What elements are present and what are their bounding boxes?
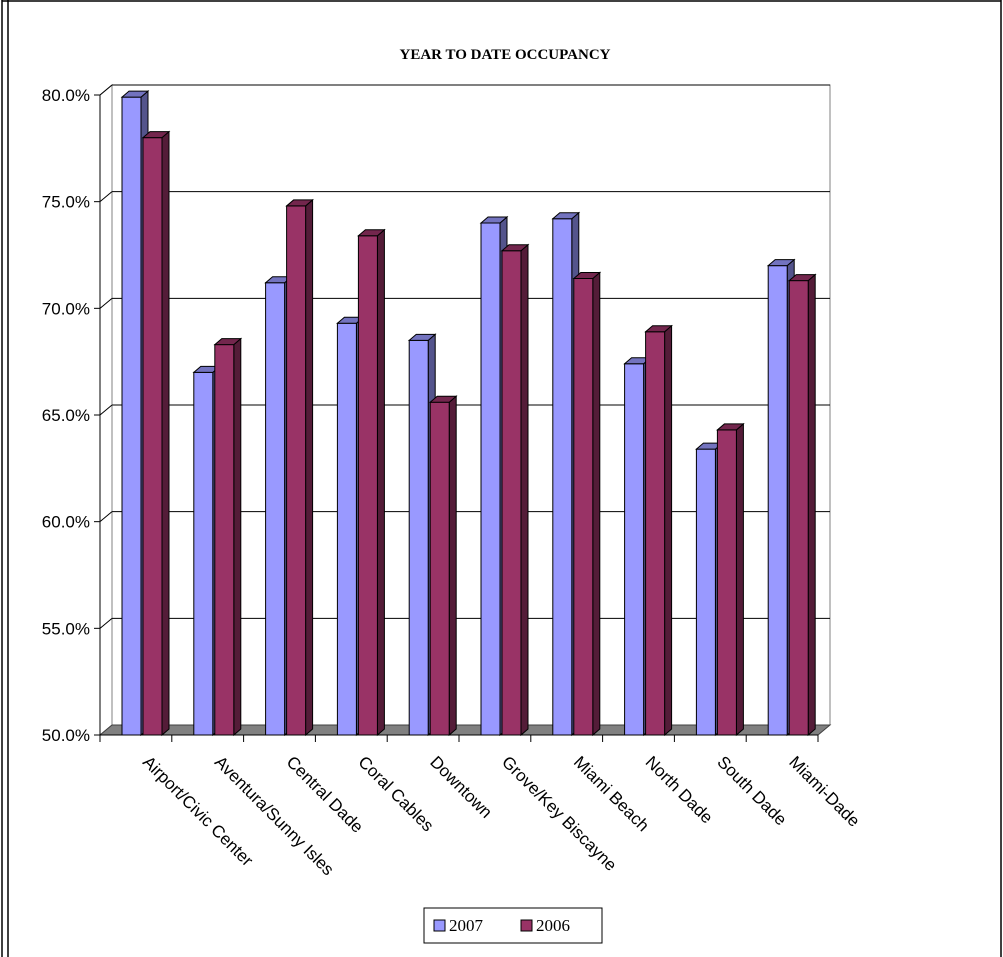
gridline-side (99, 297, 113, 309)
y-tick-label: 55.0% (42, 619, 90, 638)
bar-face (624, 363, 645, 736)
bar-top (120, 90, 150, 98)
legend-label-2007: 2007 (449, 916, 484, 935)
x-tick-label: Aventura/Sunny Isles (211, 752, 338, 879)
gridline-side (99, 617, 113, 629)
plot-area: 50.0%55.0%60.0%65.0%70.0%75.0%80.0%Airpo… (42, 83, 864, 879)
bar-top (787, 274, 817, 282)
bar-2006-7 (572, 271, 602, 737)
bar-face (767, 265, 788, 736)
bar-top (766, 259, 796, 267)
bar-top (428, 395, 458, 403)
bar-face (716, 429, 737, 736)
bar-top (357, 229, 386, 237)
bar-top (213, 338, 243, 346)
bar-side (448, 395, 457, 737)
gridline-side (99, 191, 113, 203)
x-tick-label: North Dade (642, 752, 717, 827)
bar-face (121, 96, 142, 736)
bar-top (644, 325, 673, 333)
bar-face (265, 282, 286, 736)
bar-face (408, 339, 429, 736)
bar-face (573, 277, 594, 736)
bar-top (716, 423, 745, 431)
bar-side (161, 130, 170, 737)
bar-side (233, 337, 242, 737)
y-tick-label: 80.0% (42, 86, 90, 105)
legend-box (423, 907, 603, 944)
legend-swatch-2006 (520, 919, 533, 932)
y-tick-label: 70.0% (42, 299, 90, 318)
bar-face (552, 218, 573, 736)
bar-2006-8 (644, 324, 673, 737)
bar-side (520, 243, 529, 737)
bar-face (357, 235, 378, 736)
legend: 2007 2006 (423, 907, 603, 944)
bar-2006-5 (428, 395, 458, 737)
bar-2006-10 (787, 273, 817, 737)
bar-face (142, 137, 163, 736)
bar-face (788, 280, 809, 736)
bar-top (141, 131, 171, 139)
legend-swatch-2007 (433, 919, 446, 932)
bar-face (286, 205, 307, 736)
bar-top (407, 333, 437, 341)
x-tick-label: South Dade (713, 752, 790, 829)
y-tick-label: 60.0% (42, 513, 90, 532)
bar-2006-6 (500, 243, 530, 737)
bar-face (695, 448, 716, 736)
legend-label-2006: 2006 (536, 916, 570, 935)
bar-top (572, 271, 602, 279)
bar-face (193, 371, 214, 736)
bar-2006-3 (285, 198, 314, 737)
bar-side (305, 198, 314, 737)
bar-side (807, 273, 816, 737)
bar-2006-4 (357, 228, 386, 737)
bar-top (500, 244, 530, 252)
bar-face (336, 322, 357, 736)
gridline-side (99, 404, 113, 416)
bar-top (479, 216, 509, 224)
bar-top (551, 212, 581, 220)
bar-face (480, 222, 501, 736)
bar-top (285, 199, 314, 207)
bar-face (501, 250, 522, 736)
chart-title: YEAR TO DATE OCCUPANCY (400, 47, 611, 63)
bar-side (735, 422, 744, 737)
bar-2006-9 (716, 422, 745, 737)
bar-2006-2 (213, 337, 243, 737)
x-tick-label: Downtown (426, 752, 496, 822)
gridline-side (99, 511, 113, 523)
bar-face (645, 331, 666, 736)
y-tick-label: 75.0% (42, 193, 90, 212)
bar-2006-1 (141, 130, 171, 737)
bar-side (664, 324, 673, 737)
y-tick-label: 65.0% (42, 406, 90, 425)
bar-side (592, 271, 601, 737)
x-tick-label: Miami-Dade (785, 752, 863, 830)
bar-side (376, 228, 385, 737)
bar-face (429, 401, 450, 736)
bar-face (214, 344, 235, 736)
y-tick-label: 50.0% (42, 726, 90, 745)
gridline-side (99, 84, 113, 96)
